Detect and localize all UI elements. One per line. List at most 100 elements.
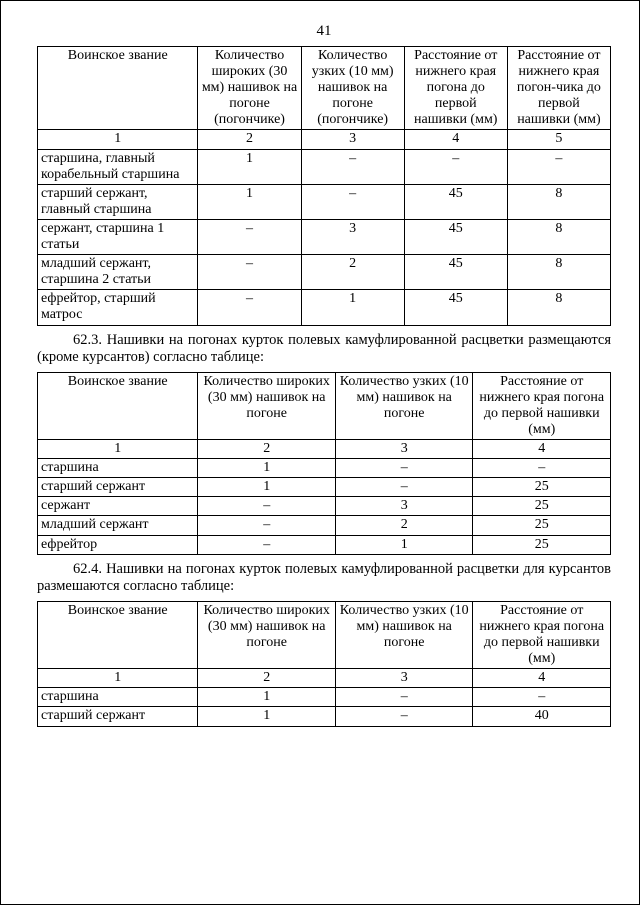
column-header: Количество широких (30 мм) нашивок на по… [198, 601, 336, 668]
table-cell: 1 [198, 707, 336, 726]
table-cell: – [198, 516, 336, 535]
column-number: 1 [38, 130, 198, 149]
table-cell: младший сержант [38, 516, 198, 535]
table-cell: старший сержант [38, 478, 198, 497]
column-header: Количество узких (10 мм) нашивок на пого… [335, 601, 473, 668]
table-1: Воинское званиеКоличество широких (30 мм… [37, 46, 611, 326]
table-3-numrow: 1234 [38, 669, 611, 688]
column-number: 2 [198, 669, 336, 688]
table-row: младший сержант–225 [38, 516, 611, 535]
table-cell: 8 [507, 184, 610, 219]
paragraph-62-4: 62.4. Нашивки на погонах курток полевых … [37, 561, 611, 595]
table-cell: – [335, 478, 473, 497]
table-cell: 45 [404, 219, 507, 254]
column-number: 2 [198, 440, 336, 459]
table-cell: – [198, 255, 301, 290]
table-row: старший сержант, главный старшина1–458 [38, 184, 611, 219]
table-cell: 3 [301, 219, 404, 254]
page-number: 41 [37, 23, 611, 40]
table-cell: 8 [507, 219, 610, 254]
column-number: 3 [301, 130, 404, 149]
table-1-numrow: 12345 [38, 130, 611, 149]
column-number: 3 [335, 669, 473, 688]
table-row: старший сержант1–40 [38, 707, 611, 726]
column-number: 3 [335, 440, 473, 459]
column-number: 4 [404, 130, 507, 149]
column-header: Количество узких (10 мм) нашивок на пого… [335, 372, 473, 439]
table-cell: 1 [198, 688, 336, 707]
table-cell: 1 [198, 149, 301, 184]
table-cell: – [198, 290, 301, 325]
table-cell: 45 [404, 184, 507, 219]
table-cell: – [335, 707, 473, 726]
column-header: Расстояние от нижнего края погона до пер… [473, 372, 611, 439]
table-cell: 1 [198, 478, 336, 497]
paragraph-62-3: 62.3. Нашивки на погонах курток полевых … [37, 332, 611, 366]
table-cell: 45 [404, 290, 507, 325]
table-cell: 2 [335, 516, 473, 535]
table-cell: 3 [335, 497, 473, 516]
table-cell: 25 [473, 516, 611, 535]
table-cell: – [198, 497, 336, 516]
table-cell: 1 [301, 290, 404, 325]
column-header: Количество узких (10 мм) нашивок на пого… [301, 47, 404, 130]
table-cell: 8 [507, 255, 610, 290]
table-cell: 1 [198, 459, 336, 478]
column-header: Воинское звание [38, 372, 198, 439]
table-row: младший сержант, старшина 2 статьи–2458 [38, 255, 611, 290]
table-cell: старшина [38, 459, 198, 478]
table-cell: 8 [507, 290, 610, 325]
table-row: ефрейтор, старший матрос–1458 [38, 290, 611, 325]
table-2-numrow: 1234 [38, 440, 611, 459]
table-3-header-row: Воинское званиеКоличество широких (30 мм… [38, 601, 611, 668]
table-row: старшина1–– [38, 688, 611, 707]
table-row: старший сержант1–25 [38, 478, 611, 497]
table-1-header-row: Воинское званиеКоличество широких (30 мм… [38, 47, 611, 130]
table-cell: 1 [198, 184, 301, 219]
table-cell: – [473, 688, 611, 707]
table-cell: 45 [404, 255, 507, 290]
column-header: Воинское звание [38, 47, 198, 130]
column-header: Расстояние от нижнего края погона до пер… [473, 601, 611, 668]
table-2-header-row: Воинское званиеКоличество широких (30 мм… [38, 372, 611, 439]
table-cell: – [507, 149, 610, 184]
table-cell: ефрейтор, старший матрос [38, 290, 198, 325]
document-page: 41 Воинское званиеКоличество широких (30… [0, 0, 640, 905]
table-cell: старшина, главный корабельный старшина [38, 149, 198, 184]
table-cell: сержант [38, 497, 198, 516]
table-row: сержант, старшина 1 статьи–3458 [38, 219, 611, 254]
table-cell: – [335, 688, 473, 707]
column-number: 4 [473, 669, 611, 688]
table-cell: – [335, 459, 473, 478]
column-number: 4 [473, 440, 611, 459]
table-cell: 1 [335, 535, 473, 554]
table-row: старшина1–– [38, 459, 611, 478]
table-cell: 25 [473, 535, 611, 554]
table-cell: старшина [38, 688, 198, 707]
table-row: старшина, главный корабельный старшина1–… [38, 149, 611, 184]
table-row: сержант–325 [38, 497, 611, 516]
table-cell: 25 [473, 478, 611, 497]
table-cell: младший сержант, старшина 2 статьи [38, 255, 198, 290]
column-header: Воинское звание [38, 601, 198, 668]
table-cell: 2 [301, 255, 404, 290]
table-cell: старший сержант, главный старшина [38, 184, 198, 219]
column-number: 1 [38, 440, 198, 459]
table-cell: старший сержант [38, 707, 198, 726]
table-cell: – [301, 184, 404, 219]
column-number: 2 [198, 130, 301, 149]
column-number: 1 [38, 669, 198, 688]
table-cell: – [404, 149, 507, 184]
table-cell: – [473, 459, 611, 478]
column-header: Количество широких (30 мм) нашивок на по… [198, 372, 336, 439]
table-row: ефрейтор–125 [38, 535, 611, 554]
table-3: Воинское званиеКоличество широких (30 мм… [37, 601, 611, 727]
table-cell: – [198, 219, 301, 254]
table-2: Воинское званиеКоличество широких (30 мм… [37, 372, 611, 555]
column-header: Расстояние от нижнего края погон-чика до… [507, 47, 610, 130]
table-cell: 40 [473, 707, 611, 726]
table-cell: – [301, 149, 404, 184]
column-number: 5 [507, 130, 610, 149]
table-cell: – [198, 535, 336, 554]
table-cell: сержант, старшина 1 статьи [38, 219, 198, 254]
